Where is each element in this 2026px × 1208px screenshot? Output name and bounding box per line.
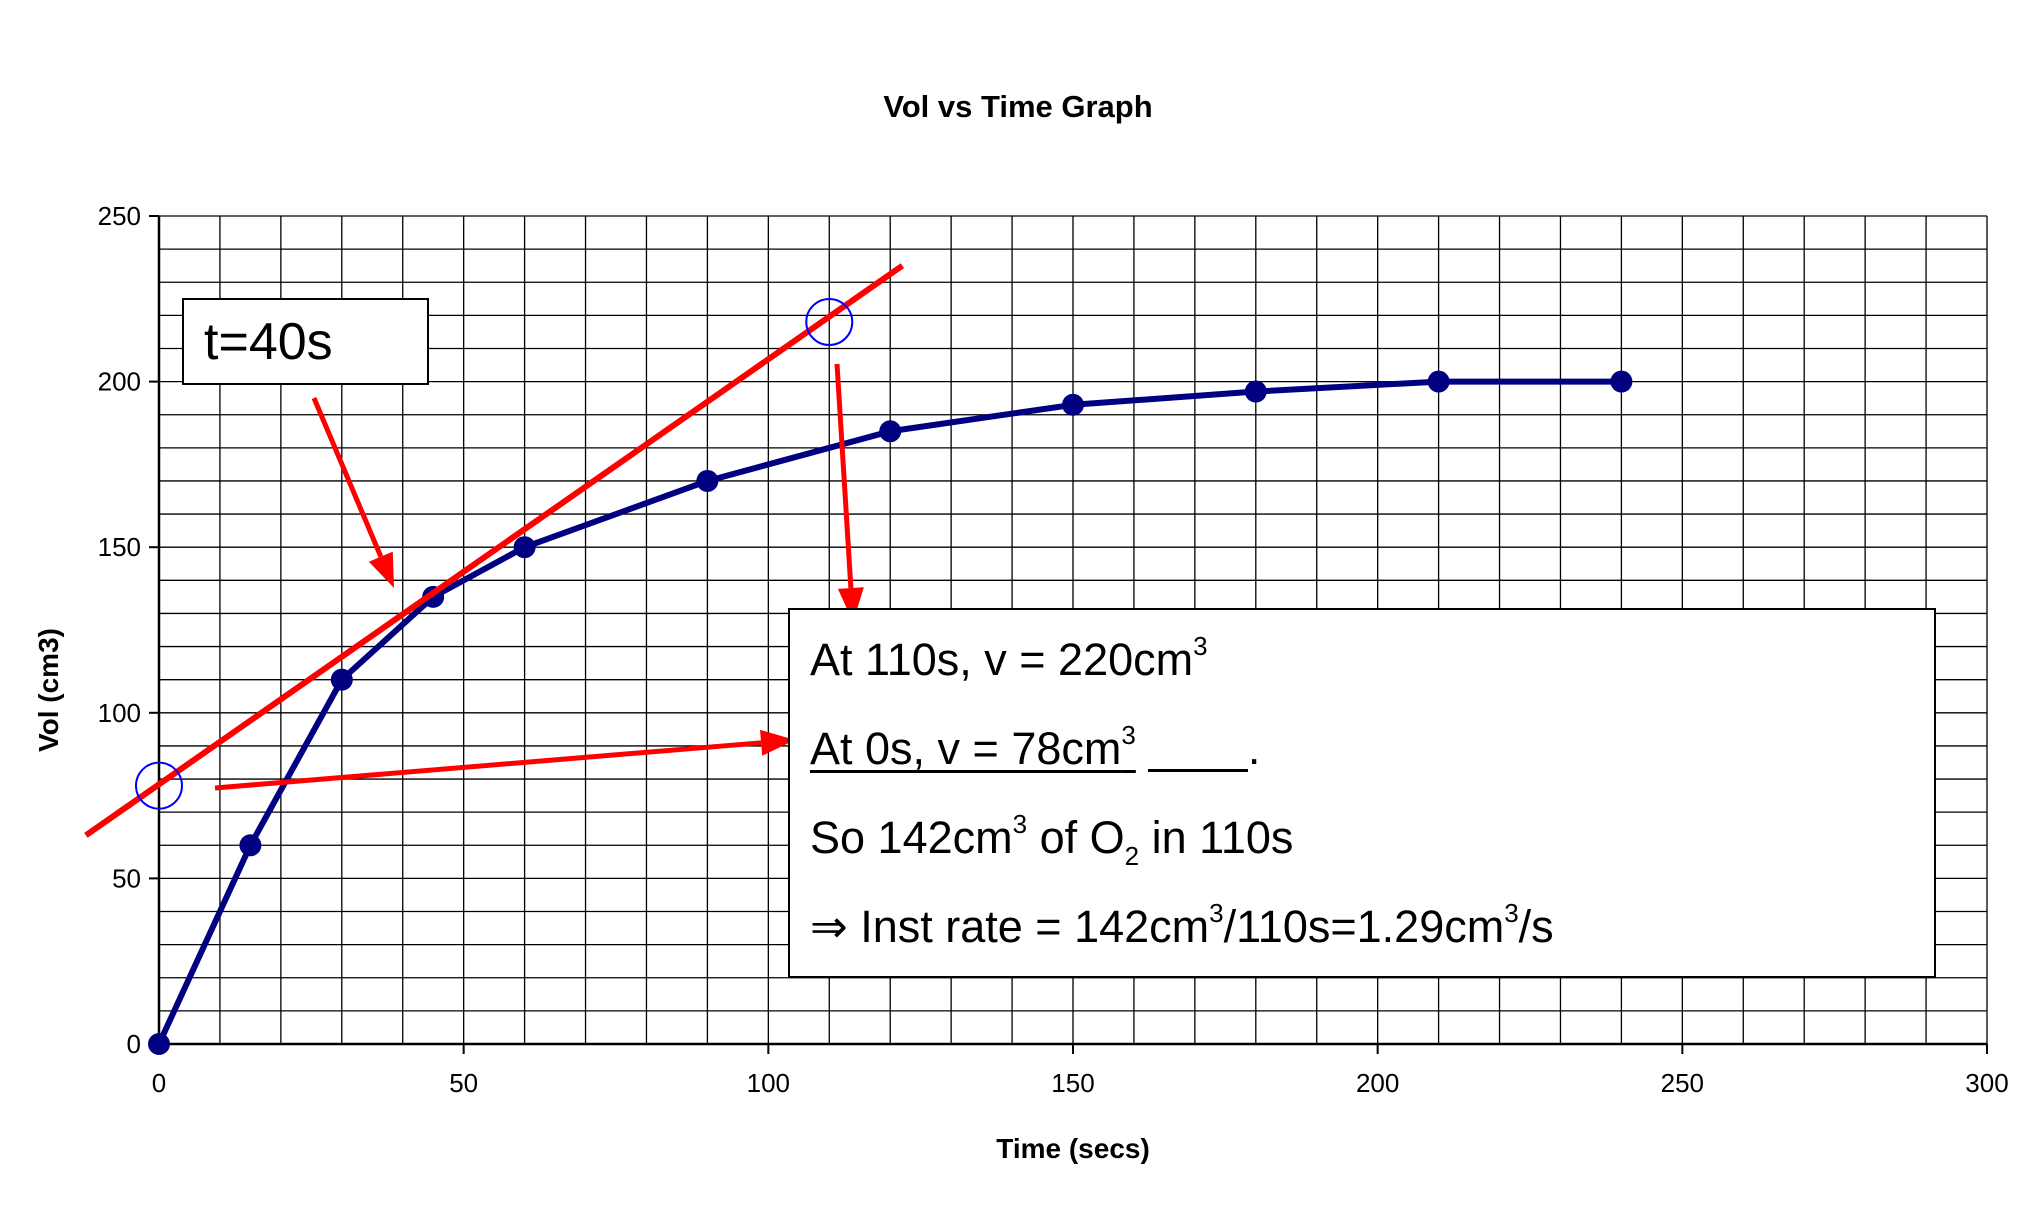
time-label-box: t=40s (182, 298, 429, 385)
data-point (330, 668, 353, 691)
calc-line-1-sup: 3 (1193, 631, 1208, 661)
tangent-point-markers (135, 297, 854, 810)
calc-line-2-blank (1147, 713, 1248, 772)
time-label: t=40s (204, 313, 333, 371)
data-series (148, 370, 1633, 1055)
calc-line-4-sup-2: 3 (1504, 898, 1519, 928)
calculation-box: At 110s, v = 220cm3 At 0s, v = 78cm3. So… (788, 608, 1936, 978)
y-tick-label: 100 (98, 698, 141, 728)
calc-line-3-text-b: of O (1027, 812, 1125, 863)
x-tick-label: 0 (152, 1068, 166, 1098)
arrow-to-tangent-point-shaft (311, 397, 384, 558)
calc-line-3-sub: 2 (1124, 841, 1140, 871)
arrow-to-0s-line-shaft (214, 740, 762, 791)
calc-line-2-sup: 3 (1121, 720, 1136, 750)
calc-line-3-sup: 3 (1012, 809, 1028, 839)
data-point (1427, 370, 1450, 393)
y-tick-label: 250 (98, 201, 141, 231)
data-point (1062, 393, 1084, 416)
calc-line-2: At 0s, v = 78cm3. (810, 711, 1934, 800)
calc-line-4: ⇒ Inst rate = 142cm3/110s=1.29cm3/s (810, 889, 1934, 978)
annotation-arrows (214, 363, 864, 791)
x-axis-label: Time (secs) (996, 1133, 1150, 1164)
y-tick-label: 0 (127, 1029, 141, 1059)
x-tick-label: 300 (1965, 1068, 2008, 1098)
data-point (1610, 370, 1633, 393)
data-point (239, 834, 262, 857)
y-tick-labels: 0 50 100 150 200 250 (98, 201, 159, 1059)
calc-line-1: At 110s, v = 220cm3 (810, 622, 1934, 711)
data-point (148, 1033, 170, 1055)
calc-line-4-text-c: /s (1518, 901, 1554, 952)
calc-line-2-end: . (1247, 723, 1261, 774)
arrow-to-tangent-point-head (368, 551, 394, 588)
calc-line-3-text-a: So 142cm (810, 812, 1013, 863)
calc-line-3: So 142cm3 of O2 in 110s (810, 800, 1934, 889)
x-tick-label: 200 (1356, 1068, 1399, 1098)
x-tick-label: 250 (1661, 1068, 1704, 1098)
arrow-to-110s-box-head (837, 587, 864, 622)
tangent-line (84, 263, 905, 838)
calc-line-1-text: At 110s, v = 220cm (810, 634, 1194, 685)
calc-line-2-text: At 0s, v = 78cm (810, 723, 1122, 774)
data-point (1244, 380, 1267, 403)
y-tick-label: 200 (98, 367, 141, 397)
calc-line-4-sup-1: 3 (1209, 898, 1224, 928)
data-point (696, 469, 719, 492)
tangent-point-circle (135, 761, 183, 810)
calc-line-4-text-a: ⇒ Inst rate = 142cm (810, 901, 1210, 952)
tangent-layer (84, 263, 905, 838)
tangent-point-circle (805, 297, 854, 346)
arrow-to-110s-box-shaft (834, 363, 854, 589)
x-tick-label: 100 (747, 1068, 790, 1098)
calc-line-4-text-b: /110s=1.29cm (1223, 901, 1505, 952)
data-point (513, 536, 536, 559)
calc-line-3-text-c: in 110s (1139, 812, 1294, 863)
x-tick-label: 150 (1051, 1068, 1094, 1098)
y-axis-label: Vol (cm3) (33, 628, 64, 752)
y-tick-label: 150 (98, 532, 141, 562)
y-tick-label: 50 (112, 863, 141, 893)
arrow-to-0s-line-head (760, 729, 795, 756)
x-tick-label: 50 (449, 1068, 478, 1098)
x-tick-labels: 0 50 100 150 200 250 300 (152, 1044, 2009, 1098)
chart-title: Vol vs Time Graph (883, 89, 1152, 124)
data-point (879, 420, 902, 443)
